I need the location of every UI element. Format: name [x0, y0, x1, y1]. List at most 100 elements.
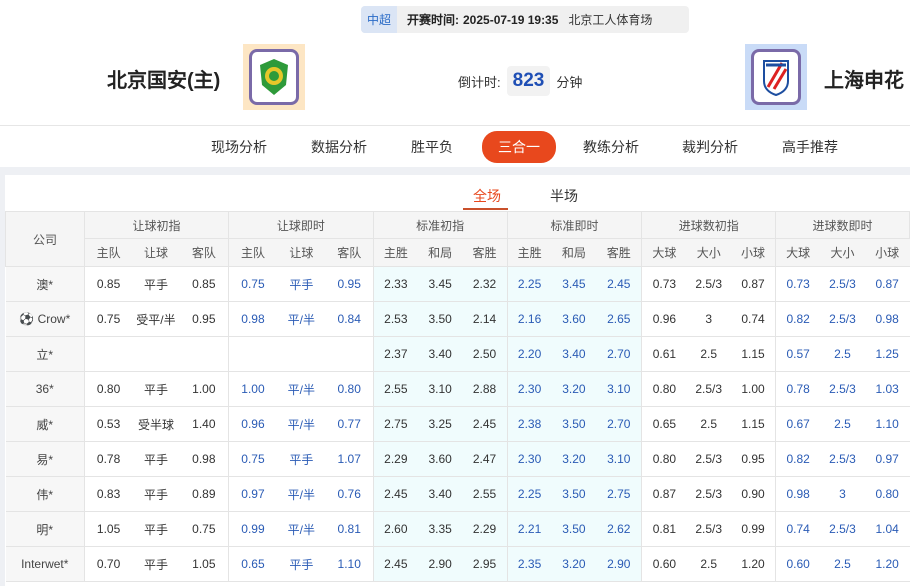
- odds-cell: 2.38: [506, 406, 552, 442]
- odds-cell: 3.50: [551, 476, 597, 512]
- home-team-logo[interactable]: [243, 44, 305, 110]
- company-cell[interactable]: ⚽ Crow*: [5, 301, 86, 337]
- odds-cell: 2.5/3: [686, 371, 731, 407]
- odds-cell: 3.20: [551, 371, 597, 407]
- odds-cell: 0.73: [641, 266, 687, 302]
- odds-cell: 0.75: [227, 266, 278, 302]
- odds-cell: 0.85: [84, 266, 133, 302]
- odds-cell: 0.99: [227, 511, 278, 547]
- odds-cell: 0.75: [179, 511, 229, 547]
- group-header: 标准初指: [372, 211, 508, 239]
- odds-cell: 0.98: [227, 301, 278, 337]
- company-name: 36*: [35, 382, 54, 396]
- odds-cell: 2.25: [506, 266, 552, 302]
- kickoff-label: 开赛时间:: [407, 13, 459, 27]
- nav-item-coach-analysis[interactable]: 教练分析: [583, 138, 639, 155]
- odds-cell: 2.37: [372, 336, 418, 372]
- odds-cell: 平手: [132, 476, 180, 512]
- nav-item-data-analysis[interactable]: 数据分析: [311, 138, 367, 155]
- odds-row[interactable]: 澳* 0.85 平手 0.85 0.75 平手 0.95 2.33 3.45 2.32 2.25 3.…: [5, 266, 910, 302]
- odds-cell: 1.25: [864, 336, 910, 372]
- nav-item-live-analysis[interactable]: 现场分析: [211, 138, 267, 155]
- odds-cell: 2.35: [506, 546, 552, 582]
- column-header: 客胜: [462, 238, 508, 267]
- odds-cell: 3.40: [417, 476, 463, 512]
- odds-cell: 2.70: [596, 336, 642, 372]
- odds-cell: 0.77: [325, 406, 374, 442]
- odds-cell: 2.5/3: [686, 266, 731, 302]
- odds-cell: 0.80: [84, 371, 133, 407]
- odds-cell: 平手: [277, 441, 326, 477]
- odds-cell: 2.55: [462, 476, 508, 512]
- company-cell[interactable]: 澳*: [5, 266, 86, 302]
- nav-item-1x2[interactable]: 胜平负: [411, 138, 453, 155]
- company-cell[interactable]: 伟*: [5, 476, 86, 512]
- odds-cell: 0.67: [775, 406, 821, 442]
- company-cell[interactable]: 立*: [5, 336, 86, 372]
- active-subtab-underline: [463, 208, 508, 210]
- odds-cell: 0.96: [227, 406, 278, 442]
- company-cell[interactable]: 36*: [5, 371, 86, 407]
- odds-cell: 2.5: [820, 406, 865, 442]
- odds-cell: 0.83: [84, 476, 133, 512]
- odds-cell: 0.53: [84, 406, 133, 442]
- odds-row[interactable]: 36* 0.80 平手 1.00 1.00 平/半 0.80 2.55 3.10 2.88 2.30…: [5, 371, 910, 407]
- odds-cell: 0.99: [731, 511, 776, 547]
- company-header: 公司: [4, 211, 86, 267]
- odds-row[interactable]: 威* 0.53 受半球 1.40 0.96 平/半 0.77 2.75 3.25 2.45 2.38…: [5, 406, 910, 442]
- league-badge[interactable]: 中超: [361, 6, 397, 33]
- odds-cell: 平/半: [277, 371, 326, 407]
- odds-cell: 0.80: [864, 476, 910, 512]
- odds-cell: 3.10: [417, 371, 463, 407]
- company-cell[interactable]: 威*: [5, 406, 86, 442]
- column-header: 小球: [731, 238, 776, 267]
- odds-row[interactable]: 伟* 0.83 平手 0.89 0.97 平/半 0.76 2.45 3.40 2.55 2.25 3…: [5, 476, 910, 512]
- odds-cell: 0.98: [775, 476, 821, 512]
- company-cell[interactable]: 易*: [5, 441, 86, 477]
- away-team-logo[interactable]: [745, 44, 807, 110]
- nav-item-referee-analysis[interactable]: 裁判分析: [682, 138, 738, 155]
- odds-cell: 0.74: [775, 511, 821, 547]
- column-header: 让球: [277, 238, 326, 267]
- odds-cell: 2.5/3: [820, 511, 865, 547]
- odds-cell: 0.82: [775, 301, 821, 337]
- company-cell[interactable]: Interwet*: [5, 546, 86, 582]
- odds-cell: 1.04: [864, 511, 910, 547]
- odds-cell: 平手: [277, 546, 326, 582]
- kickoff-time: 2025-07-19 19:35: [463, 12, 559, 27]
- odds-cell: 0.60: [641, 546, 687, 582]
- odds-cell: 0.89: [179, 476, 229, 512]
- odds-cell: 0.95: [731, 441, 776, 477]
- odds-cell: 2.14: [462, 301, 508, 337]
- odds-cell: 1.40: [179, 406, 229, 442]
- odds-table: 公司 让球初指 让球即时 标准初指 标准即时 进球数初指 进球数即时 主队 让球 客队 主队 让球 客队…: [4, 211, 910, 582]
- odds-row[interactable]: 立* 2.37 3.40 2.50 2.20 3.40 2.70 0.61 2.5 1.15 0.5…: [5, 336, 910, 372]
- home-team-name[interactable]: 北京国安(主): [107, 70, 221, 92]
- odds-cell: 2.5: [820, 546, 865, 582]
- odds-cell: 1.05: [179, 546, 229, 582]
- away-team-name[interactable]: 上海申花: [824, 70, 904, 92]
- odds-cell: 平/半: [277, 511, 326, 547]
- odds-cell: 3.20: [551, 441, 597, 477]
- company-cell[interactable]: 明*: [5, 511, 86, 547]
- odds-row[interactable]: 明* 1.05 平手 0.75 0.99 平/半 0.81 2.60 3.35 2.29 2.21 3…: [5, 511, 910, 547]
- odds-row[interactable]: Interwet* 0.70 平手 1.05 0.65 平手 1.10 2.45 2.90 2.9…: [5, 546, 910, 582]
- match-info-bar: 中超 开赛时间: 2025-07-19 19:35 北京工人体育场: [361, 6, 689, 33]
- subtab-half-time[interactable]: 半场: [550, 188, 578, 204]
- subtab-full-time[interactable]: 全场: [473, 188, 501, 204]
- odds-cell: 2.75: [596, 476, 642, 512]
- group-header: 进球数即时: [775, 211, 910, 239]
- odds-row[interactable]: ⚽ Crow* 0.75 受平/半 0.95 0.98 平/半 0.84 2.53 3.50 2.…: [5, 301, 910, 337]
- column-header: 主队: [227, 238, 278, 267]
- group-header: 让球初指: [84, 211, 229, 239]
- odds-cell: 1.15: [731, 406, 776, 442]
- column-header: 主胜: [372, 238, 418, 267]
- odds-row[interactable]: 易* 0.78 平手 0.98 0.75 平手 1.07 2.29 3.60 2.47 2.30 3.…: [5, 441, 910, 477]
- column-header: 和局: [417, 238, 463, 267]
- nav-item-three-in-one[interactable]: 三合一: [482, 130, 556, 163]
- nav-item-expert-picks[interactable]: 高手推荐: [782, 138, 838, 155]
- odds-cell: [227, 336, 278, 372]
- beijing-guoan-crest-icon: [260, 59, 288, 95]
- odds-cell: 3.45: [551, 266, 597, 302]
- odds-cell: 3: [686, 301, 731, 337]
